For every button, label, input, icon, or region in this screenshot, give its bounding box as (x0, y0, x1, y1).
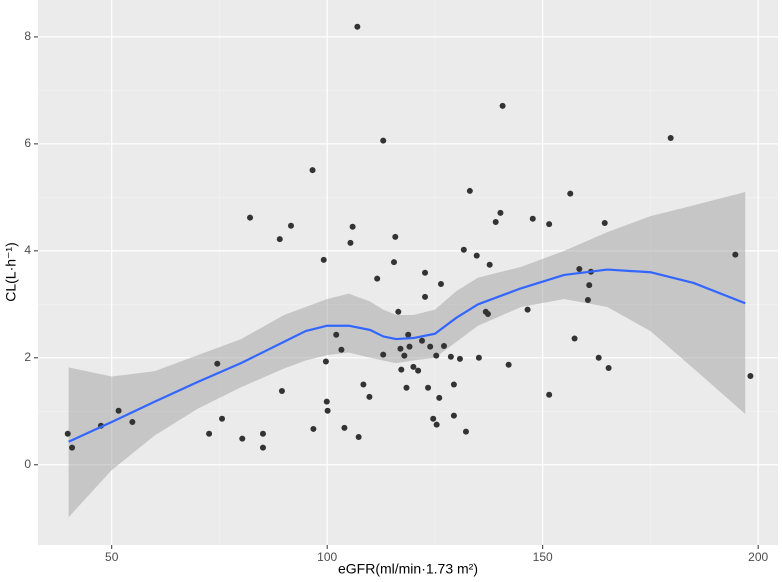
point (466, 187, 473, 194)
point (601, 220, 608, 227)
point (450, 381, 457, 388)
point (247, 214, 254, 221)
point (433, 352, 440, 359)
point (219, 415, 226, 422)
point (380, 137, 387, 144)
point (278, 387, 285, 394)
point (390, 259, 397, 266)
point (354, 23, 361, 30)
point (129, 418, 136, 425)
point (338, 346, 345, 353)
point (524, 306, 531, 313)
point (405, 331, 412, 338)
point (259, 430, 266, 437)
point (69, 444, 76, 451)
point (259, 444, 266, 451)
point (475, 354, 482, 361)
point (505, 361, 512, 368)
point (732, 251, 739, 258)
y-tick-label: 2 (24, 350, 31, 364)
x-tick-label: 200 (748, 550, 768, 564)
smooth-line (68, 268, 746, 443)
point (433, 421, 440, 428)
point (347, 239, 354, 246)
point (447, 353, 454, 360)
point (436, 394, 443, 401)
y-tick-label: 6 (24, 136, 31, 150)
point (584, 297, 591, 304)
point (595, 354, 602, 361)
point (422, 293, 429, 300)
point (473, 252, 480, 259)
point (115, 407, 122, 414)
point (239, 435, 246, 442)
point (422, 269, 429, 276)
point (667, 134, 674, 141)
point (571, 335, 578, 342)
point (324, 407, 331, 414)
point (374, 275, 381, 282)
point (456, 355, 463, 362)
point (403, 384, 410, 391)
point (486, 261, 493, 268)
point (341, 424, 348, 431)
point (333, 331, 340, 338)
point (567, 190, 574, 197)
point (747, 372, 754, 379)
point (440, 343, 447, 350)
point (450, 412, 457, 419)
point (397, 345, 404, 352)
point (410, 363, 417, 370)
point (415, 367, 422, 374)
point (497, 209, 504, 216)
point (360, 381, 367, 388)
point (605, 364, 612, 371)
point (206, 430, 213, 437)
point (492, 218, 499, 225)
point (366, 393, 373, 400)
x-axis-title: eGFR(ml/min·1.73 m²) (338, 561, 478, 577)
x-tick-label: 50 (105, 550, 119, 564)
point (576, 266, 583, 273)
point (395, 308, 402, 315)
point (586, 282, 593, 289)
point (427, 343, 434, 350)
point (546, 391, 553, 398)
point (430, 415, 437, 422)
point (546, 221, 553, 228)
point (355, 433, 362, 440)
point (349, 223, 356, 230)
point (425, 384, 432, 391)
y-tick-label: 4 (24, 243, 31, 257)
point (64, 430, 71, 437)
y-tick-label: 8 (24, 29, 31, 43)
y-axis-title: CL(L·h⁻¹) (3, 242, 19, 302)
point (323, 398, 330, 405)
point (398, 366, 405, 373)
point (437, 280, 444, 287)
point (499, 102, 506, 109)
y-tick-label: 0 (24, 457, 31, 471)
point (392, 233, 399, 240)
x-tick-label: 150 (533, 550, 553, 564)
point (310, 425, 317, 432)
point (406, 343, 413, 350)
point (380, 351, 387, 358)
point (484, 310, 491, 317)
point (419, 337, 426, 344)
point (460, 246, 467, 253)
point (214, 360, 221, 367)
x-tick-label: 100 (317, 550, 337, 564)
point (322, 358, 329, 365)
point (462, 428, 469, 435)
point (276, 236, 283, 243)
point (529, 215, 536, 222)
point (401, 352, 408, 359)
point (287, 222, 294, 229)
point (320, 256, 327, 263)
point (309, 167, 316, 174)
